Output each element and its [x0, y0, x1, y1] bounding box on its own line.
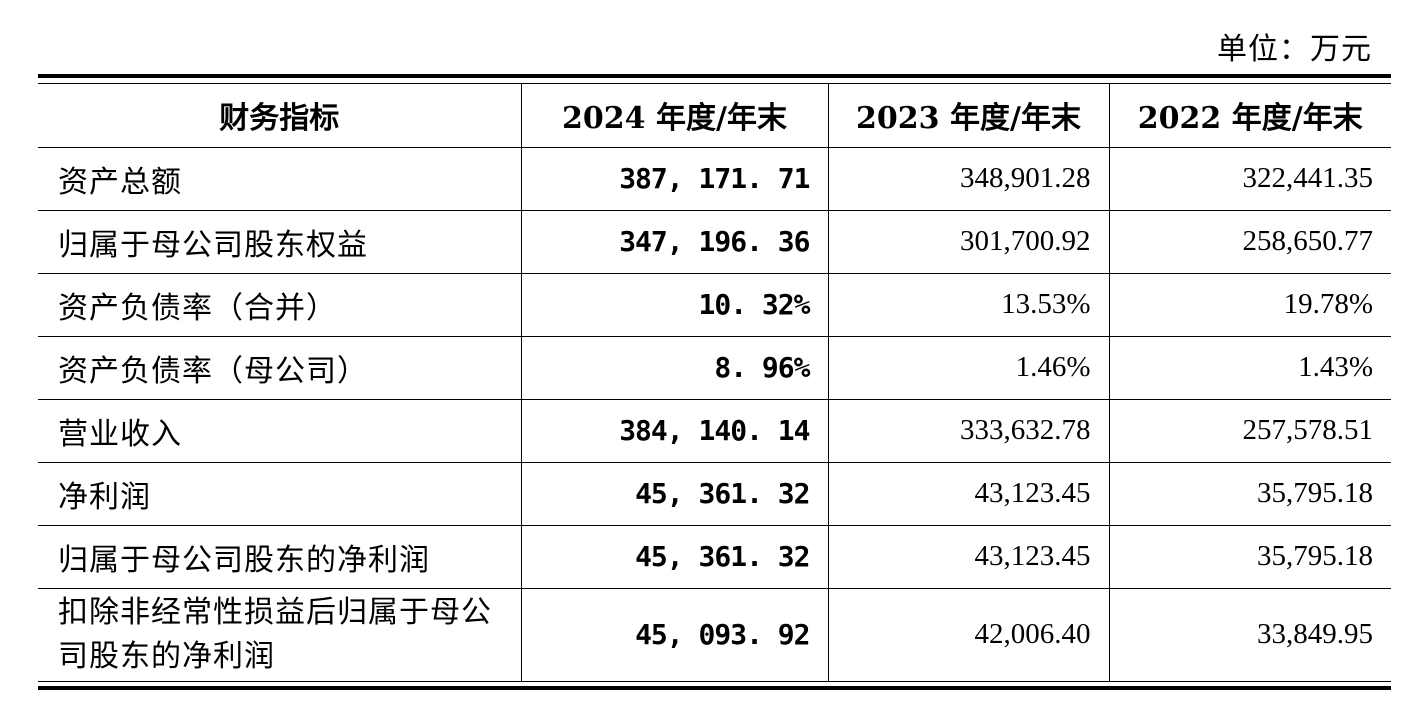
- table-row: 资产总额 387, 171. 71 348,901.28 322,441.35: [38, 147, 1391, 211]
- table-row: 归属于母公司股东权益 347, 196. 36 301,700.92 258,6…: [38, 210, 1391, 274]
- value-2023: 1.46%: [827, 336, 1109, 400]
- header-indicator: 财务指标: [38, 84, 521, 148]
- header-2022: 2022 年度/年末: [1108, 84, 1391, 148]
- value-2023: 43,123.45: [827, 525, 1109, 589]
- table-row: 归属于母公司股东的净利润 45, 361. 32 43,123.45 35,79…: [38, 525, 1391, 589]
- value-2022: 322,441.35: [1108, 147, 1391, 211]
- financial-indicators-table-container: 财务指标 2024 年度/年末 2023 年度/年末 2022 年度/年末 资产…: [38, 74, 1391, 690]
- value-2023: 43,123.45: [827, 462, 1109, 526]
- value-2024: 387, 171. 71: [520, 147, 828, 211]
- header-2023: 2023 年度/年末: [827, 84, 1109, 148]
- value-2024: 347, 196. 36: [520, 210, 828, 274]
- value-2023: 301,700.92: [827, 210, 1109, 274]
- bottom-double-rule: [38, 680, 1391, 690]
- value-2024: 45, 361. 32: [520, 462, 828, 526]
- top-double-rule: [38, 74, 1391, 84]
- value-2022: 35,795.18: [1108, 462, 1391, 526]
- row-label: 营业收入: [38, 399, 521, 463]
- value-2024: 45, 361. 32: [520, 525, 828, 589]
- header-2024: 2024 年度/年末: [520, 84, 828, 148]
- row-label: 归属于母公司股东权益: [38, 210, 521, 274]
- value-2024: 10. 32%: [520, 273, 828, 337]
- row-label: 资产负债率（母公司）: [38, 336, 521, 400]
- table-row: 资产负债率（母公司） 8. 96% 1.46% 1.43%: [38, 336, 1391, 400]
- value-2022: 19.78%: [1108, 273, 1391, 337]
- table-row: 营业收入 384, 140. 14 333,632.78 257,578.51: [38, 399, 1391, 463]
- value-2023: 42,006.40: [827, 588, 1109, 681]
- value-2024: 8. 96%: [520, 336, 828, 400]
- value-2023: 348,901.28: [827, 147, 1109, 211]
- value-2022: 1.43%: [1108, 336, 1391, 400]
- value-2022: 35,795.18: [1108, 525, 1391, 589]
- financial-indicators-table: 财务指标 2024 年度/年末 2023 年度/年末 2022 年度/年末 资产…: [38, 84, 1391, 681]
- table-header-row: 财务指标 2024 年度/年末 2023 年度/年末 2022 年度/年末: [38, 84, 1391, 148]
- value-2024: 384, 140. 14: [520, 399, 828, 463]
- row-label: 资产总额: [38, 147, 521, 211]
- value-2022: 33,849.95: [1108, 588, 1391, 681]
- value-2024: 45, 093. 92: [520, 588, 828, 681]
- table-row: 扣除非经常性损益后归属于母公司股东的净利润 45, 093. 92 42,006…: [38, 588, 1391, 681]
- value-2023: 333,632.78: [827, 399, 1109, 463]
- row-label: 扣除非经常性损益后归属于母公司股东的净利润: [58, 594, 492, 674]
- value-2022: 257,578.51: [1108, 399, 1391, 463]
- row-label: 资产负债率（合并）: [38, 273, 521, 337]
- row-label: 净利润: [38, 462, 521, 526]
- value-2022: 258,650.77: [1108, 210, 1391, 274]
- value-2023: 13.53%: [827, 273, 1109, 337]
- table-row: 净利润 45, 361. 32 43,123.45 35,795.18: [38, 462, 1391, 526]
- row-label: 归属于母公司股东的净利润: [38, 525, 521, 589]
- table-row: 资产负债率（合并） 10. 32% 13.53% 19.78%: [38, 273, 1391, 337]
- unit-label: 单位：万元: [1217, 32, 1372, 67]
